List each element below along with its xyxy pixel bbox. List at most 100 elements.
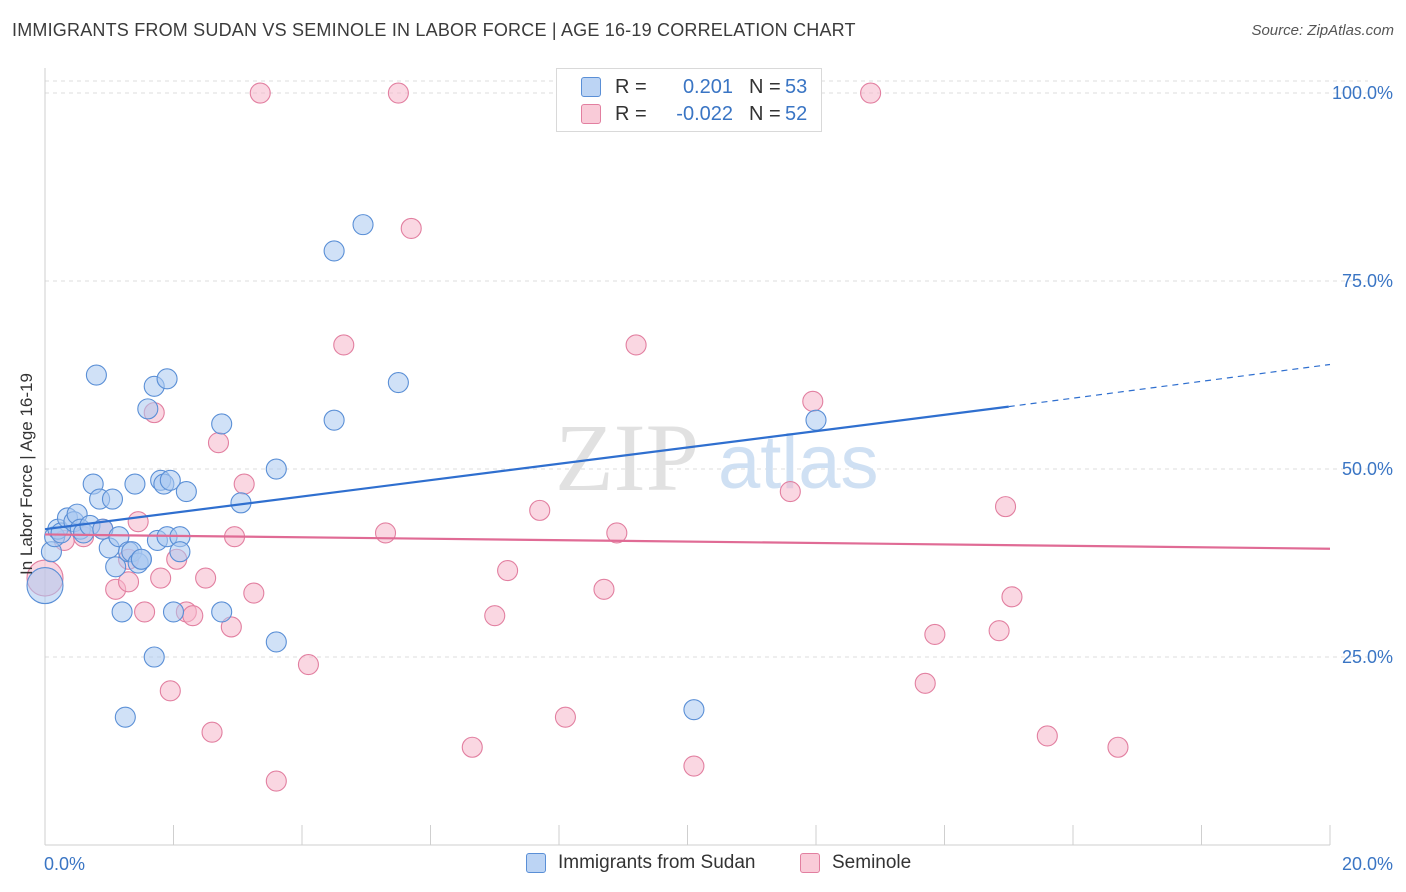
legend-n-value: 53 xyxy=(785,75,808,98)
sudan-point xyxy=(159,469,181,491)
seminole-point xyxy=(249,82,271,104)
legend-row-seminole: R = -0.022 N = 52 xyxy=(581,102,807,126)
seminole-point xyxy=(374,522,397,544)
seminole-point xyxy=(593,578,615,600)
legend-row-sudan: R = 0.201 N = 53 xyxy=(581,75,807,99)
seminole-point xyxy=(994,496,1017,518)
seminole-point xyxy=(529,499,551,521)
sudan-point xyxy=(323,409,345,431)
sudan-point xyxy=(143,646,165,668)
seminole-point xyxy=(606,522,628,544)
legend-r-value: -0.022 xyxy=(676,102,733,125)
seminole-point xyxy=(220,616,242,638)
seminole-point xyxy=(625,334,647,356)
seminole-point xyxy=(988,620,1010,642)
sudan-point xyxy=(805,409,827,431)
seminole-point xyxy=(134,601,156,623)
sudan-point xyxy=(387,371,409,394)
sudan-point xyxy=(105,556,127,578)
y-tick-label: 100.0% xyxy=(1332,83,1393,103)
seminole-point xyxy=(127,511,149,533)
seminole-point xyxy=(265,770,287,792)
y-tick-label: 25.0% xyxy=(1342,647,1393,667)
watermark: ZIP atlas xyxy=(555,404,879,511)
seminole-point xyxy=(779,481,801,503)
seminole-point xyxy=(207,432,230,454)
sudan-point xyxy=(108,526,130,548)
seminole-point xyxy=(860,82,882,104)
sudan-point xyxy=(169,541,191,563)
y-tick-label: 75.0% xyxy=(1342,271,1393,291)
seminole-point xyxy=(484,605,506,627)
sudan-point xyxy=(111,601,133,623)
seminole-point xyxy=(802,390,824,412)
legend-n-value: 52 xyxy=(785,102,808,125)
seminole-point xyxy=(333,334,355,356)
sudan-point xyxy=(85,364,107,386)
seminole-point xyxy=(195,567,217,589)
legend-r-label: R = xyxy=(615,102,647,125)
sudan-point xyxy=(130,548,152,570)
legend-swatch-pink xyxy=(581,104,601,124)
seminole-point xyxy=(924,623,946,646)
seminole-point xyxy=(182,605,204,627)
sudan-points xyxy=(26,214,827,728)
y-axis-label: In Labor Force | Age 16-19 xyxy=(17,373,36,575)
y-tick-label: 50.0% xyxy=(1342,459,1393,479)
x-tick-label: 20.0% xyxy=(1342,854,1393,874)
seminole-point xyxy=(497,559,519,582)
legend-label: Immigrants from Sudan xyxy=(558,852,756,873)
sudan-point xyxy=(162,601,185,623)
sudan-point xyxy=(124,473,146,495)
seminole-point xyxy=(117,571,140,593)
sudan-point xyxy=(211,601,233,623)
legend-r-label: R = xyxy=(615,75,647,98)
sudan-point xyxy=(352,214,374,236)
source-label: Source: ZipAtlas.com xyxy=(1251,22,1394,39)
legend-n-label: N = xyxy=(749,75,781,98)
seminole-point xyxy=(1001,586,1023,608)
sudan-point xyxy=(137,398,159,420)
legend-n-label: N = xyxy=(749,102,781,125)
sudan-point xyxy=(175,481,197,503)
stats-legend: R = 0.201 N = 53 R = -0.022 N = 52 xyxy=(556,68,822,132)
legend-label: Seminole xyxy=(832,852,912,873)
sudan-point xyxy=(265,631,287,653)
seminole-point xyxy=(150,567,172,589)
series-legend: Immigrants from Sudan Seminole xyxy=(0,852,1406,876)
sudan-point xyxy=(26,567,64,605)
legend-r-value: 0.201 xyxy=(682,75,733,98)
x-tick-label: 0.0% xyxy=(44,854,85,874)
sudan-point xyxy=(114,706,136,728)
legend-item-sudan: Immigrants from Sudan xyxy=(526,852,755,874)
sudan-point xyxy=(211,413,233,435)
seminole-point xyxy=(461,736,483,758)
legend-swatch-pink xyxy=(800,853,820,873)
seminole-trend-line xyxy=(44,533,1331,550)
trend-lines xyxy=(44,363,1331,550)
sudan-point xyxy=(156,368,178,390)
seminole-point xyxy=(554,706,576,728)
chart-title: IMMIGRANTS FROM SUDAN VS SEMINOLE IN LAB… xyxy=(12,20,856,40)
sudan-point xyxy=(265,458,287,480)
seminole-point xyxy=(914,672,936,694)
sudan-trend-line xyxy=(44,405,1009,531)
seminole-point xyxy=(159,680,181,702)
legend-swatch-blue xyxy=(581,77,601,97)
legend-swatch-blue xyxy=(526,853,546,873)
tick-labels: 25.0% 50.0% 75.0% 100.0% 0.0% 20.0% xyxy=(44,83,1393,874)
legend-item-seminole: Seminole xyxy=(800,852,911,874)
sudan-trend-extension xyxy=(1008,363,1331,408)
seminole-point xyxy=(233,473,255,495)
watermark-zip: ZIP xyxy=(555,404,699,511)
seminole-point xyxy=(1107,736,1129,758)
sudan-point xyxy=(101,488,124,510)
seminole-point xyxy=(400,217,422,239)
seminole-point xyxy=(297,653,319,676)
axes xyxy=(44,68,1331,846)
sudan-point xyxy=(323,240,345,262)
seminole-point xyxy=(1036,725,1058,747)
gridlines xyxy=(45,80,1368,658)
seminole-point xyxy=(243,582,265,604)
